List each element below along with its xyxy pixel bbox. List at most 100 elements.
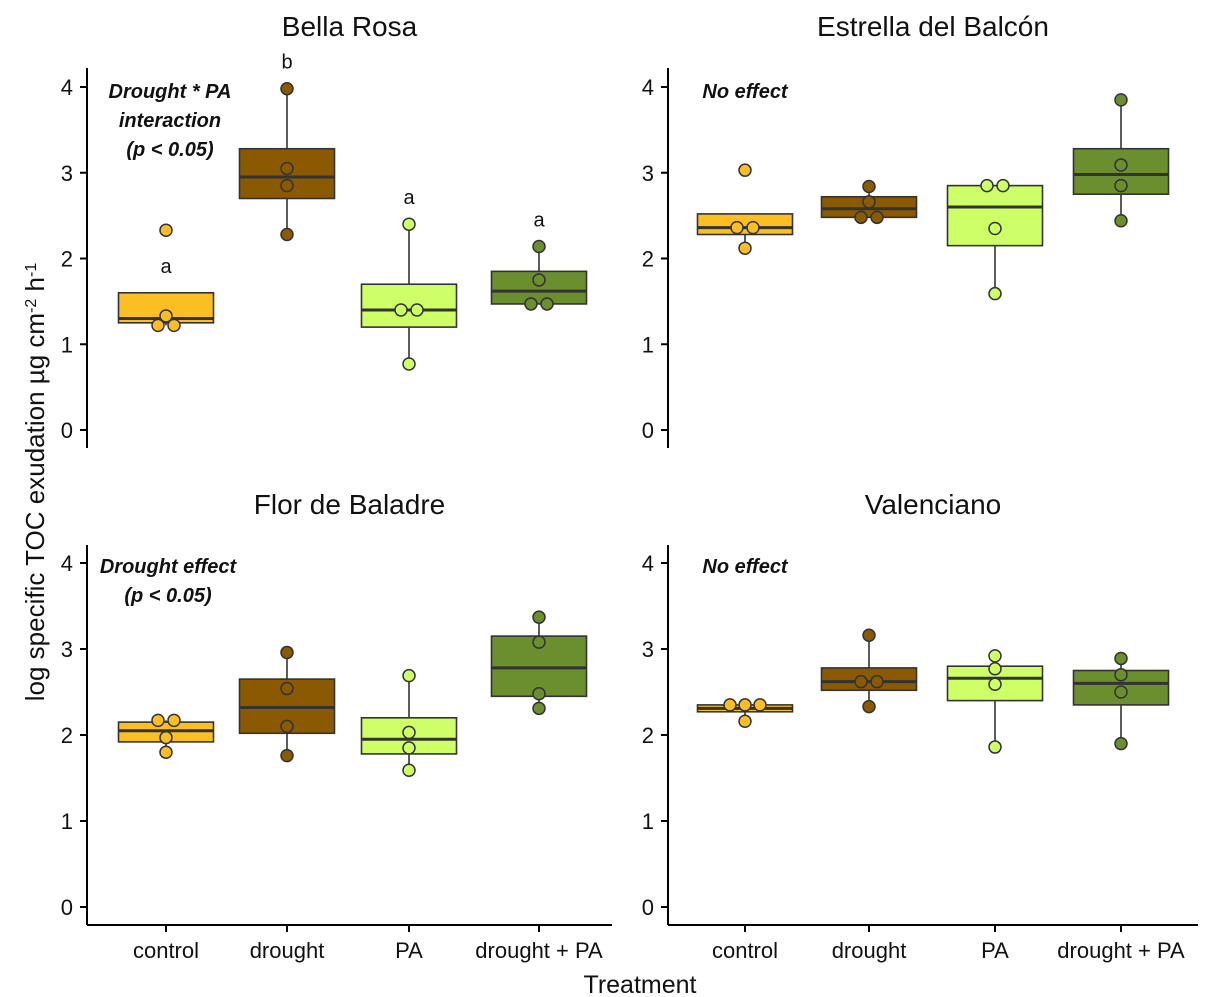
- y-tick-label: 1: [642, 332, 654, 357]
- data-point: [988, 221, 1002, 236]
- data-point: [532, 686, 546, 701]
- data-point: [151, 318, 165, 333]
- annotation-text: Drought * PA: [109, 81, 232, 103]
- x-tick-label: control: [133, 938, 199, 963]
- x-axis-label: Treatment: [583, 971, 696, 997]
- x-tick-label: PA: [981, 938, 1009, 963]
- y-tick-label: 3: [61, 161, 73, 186]
- annotation-text: interaction: [119, 110, 221, 132]
- box-group: [238, 645, 336, 763]
- box-group: [696, 163, 794, 255]
- y-tick-label: 4: [61, 551, 73, 576]
- y-tick-label: 2: [61, 247, 73, 272]
- panel: Flor de Baladre 0 1 2 3 4 control drought PA drou…: [61, 489, 612, 963]
- box: [946, 184, 1044, 247]
- box-group: [946, 649, 1044, 754]
- data-point: [402, 668, 416, 683]
- data-point: [167, 713, 181, 728]
- box-group: [946, 178, 1044, 301]
- y-axis-label-part: log specific TOC exudation µg cm: [20, 313, 50, 701]
- significance-letter: b: [281, 52, 292, 74]
- box-group: a: [117, 223, 215, 333]
- data-point: [988, 740, 1002, 754]
- y-tick-label: 3: [61, 637, 73, 662]
- data-point: [738, 241, 752, 255]
- data-point: [532, 635, 546, 649]
- data-point: [1114, 93, 1128, 107]
- x-tick-label: drought: [832, 938, 907, 963]
- x-tick-label: control: [712, 938, 778, 963]
- box-group: [820, 628, 918, 714]
- data-point: [980, 178, 994, 193]
- data-point: [854, 674, 868, 689]
- significance-letter: a: [533, 209, 545, 231]
- data-point: [862, 628, 876, 642]
- data-point: [159, 223, 173, 237]
- box: [696, 213, 794, 236]
- data-point: [1114, 651, 1128, 666]
- data-point: [159, 730, 173, 745]
- data-point: [159, 745, 173, 759]
- x-tick-label: drought + PA: [475, 938, 603, 963]
- data-point: [402, 357, 416, 371]
- y-tick-label: 3: [642, 161, 654, 186]
- data-point: [394, 303, 408, 317]
- y-axis-label-part: -2: [23, 299, 40, 313]
- y-tick-label: 0: [61, 418, 73, 443]
- data-point: [723, 698, 737, 712]
- data-point: [988, 286, 1002, 301]
- box: [490, 270, 588, 305]
- data-point: [280, 748, 294, 763]
- data-point: [280, 719, 294, 734]
- annotation-text: No effect: [702, 81, 789, 103]
- data-point: [738, 163, 752, 177]
- panel-title: Valenciano: [865, 489, 1001, 520]
- data-point: [540, 297, 554, 311]
- data-point: [524, 297, 538, 311]
- y-tick-label: 2: [642, 247, 654, 272]
- box-group: [1072, 93, 1170, 228]
- box: [360, 283, 458, 328]
- data-point: [988, 649, 1002, 663]
- x-tick-label: drought: [250, 938, 325, 963]
- data-point: [738, 698, 752, 712]
- annotation-text: (p < 0.05): [126, 139, 214, 161]
- y-tick-label: 0: [61, 895, 73, 920]
- data-point: [402, 725, 416, 740]
- y-axis-label: log specific TOC exudation µg cm-2 h-1: [20, 263, 50, 702]
- y-tick-label: 1: [642, 809, 654, 834]
- data-point: [870, 210, 884, 225]
- data-point: [1114, 158, 1128, 172]
- box-group: [360, 668, 458, 778]
- significance-letter: a: [403, 187, 415, 209]
- panel: Estrella del Balcón 0 1 2 3 4 No effect: [642, 11, 1170, 448]
- data-point: [862, 179, 876, 194]
- box-group: a: [360, 187, 458, 371]
- y-axis-label-part: h: [20, 277, 50, 299]
- box-group: a: [490, 209, 588, 311]
- panel-title: Flor de Baladre: [254, 489, 445, 520]
- box-group: [490, 610, 588, 716]
- data-point: [532, 610, 546, 624]
- panel: Valenciano 0 1 2 3 4 control drought PA drought +…: [642, 489, 1198, 963]
- y-tick-label: 0: [642, 895, 654, 920]
- y-tick-label: 4: [642, 75, 654, 100]
- data-point: [738, 714, 752, 728]
- data-point: [730, 220, 744, 235]
- box-group: [696, 698, 794, 728]
- data-point: [532, 701, 546, 716]
- x-tick-label: PA: [395, 938, 423, 963]
- data-point: [402, 741, 416, 755]
- y-tick-label: 1: [61, 332, 73, 357]
- data-point: [151, 713, 165, 728]
- data-point: [1114, 685, 1128, 699]
- y-tick-label: 1: [61, 809, 73, 834]
- box-group: [117, 713, 215, 759]
- data-point: [753, 698, 767, 712]
- panel-title: Estrella del Balcón: [817, 11, 1049, 42]
- data-point: [862, 195, 876, 209]
- annotation-text: (p < 0.05): [124, 585, 212, 607]
- data-point: [1114, 214, 1128, 228]
- y-axis-label-part: -1: [23, 263, 40, 277]
